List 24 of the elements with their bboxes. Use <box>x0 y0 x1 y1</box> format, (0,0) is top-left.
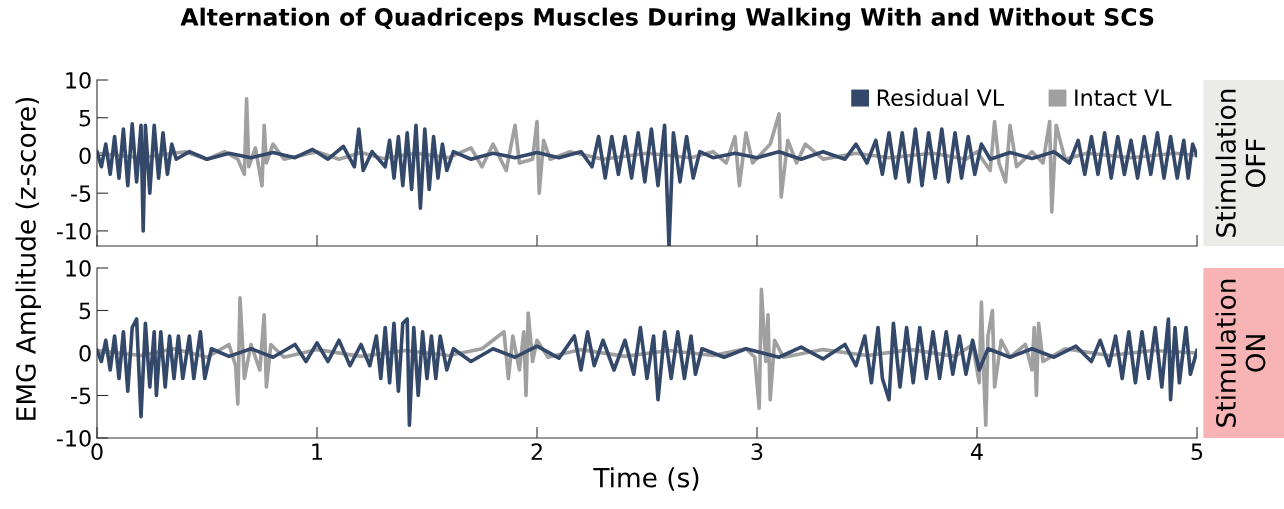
x-tick-label: 2 <box>531 443 542 460</box>
x-axis-title: Time (s) <box>593 467 699 491</box>
y-tick-label: -10 <box>56 429 91 447</box>
y-tick-label: 0 <box>79 344 91 362</box>
x-tick-label: 0 <box>91 443 103 461</box>
chart-title: Alternation of Quadriceps Muscles During Walking With and Without SCS <box>180 7 1154 31</box>
y-axis-title: EMG Amplitude (z-score) <box>15 97 42 420</box>
y-tick-label: -5 <box>71 185 91 202</box>
x-tick-label: 5 <box>1191 443 1203 461</box>
y-tick-label: 10 <box>66 259 91 277</box>
y-tick-label: 10 <box>66 71 91 89</box>
text: Stimulation ON <box>1215 279 1266 427</box>
y-tick-label: 5 <box>79 109 91 127</box>
y-tick-label: -5 <box>71 387 91 405</box>
x-tick-label: 4 <box>971 443 983 460</box>
y-tick-label: -10 <box>56 222 91 240</box>
legend-label: Residual VL <box>877 88 1005 107</box>
text: Stimulation OFF <box>1215 89 1266 237</box>
legend-label: Intact VL <box>1075 89 1172 107</box>
x-tick-label: 1 <box>312 443 323 460</box>
y-tick-label: 5 <box>79 302 91 320</box>
y-tick-label: 0 <box>79 147 91 165</box>
line-series <box>97 317 1197 428</box>
x-tick-label: 3 <box>751 443 763 461</box>
